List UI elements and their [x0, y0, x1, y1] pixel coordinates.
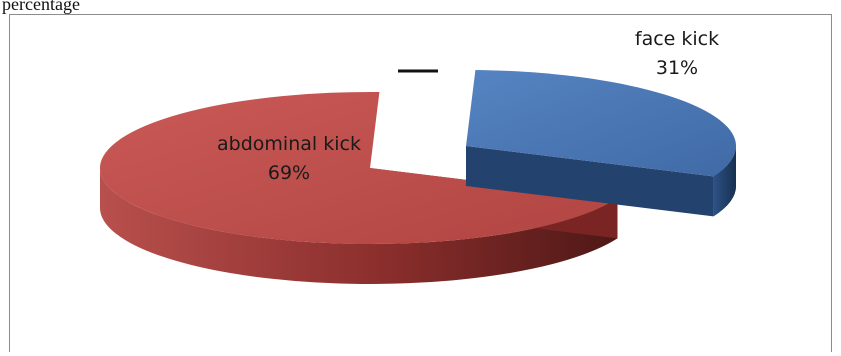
caption-text: percentage: [2, 0, 80, 14]
slice-label-face-kick: face kick: [635, 28, 719, 50]
slice-value-face-kick: 31%: [656, 57, 698, 79]
slice-value-abdominal-kick: 69%: [268, 162, 310, 184]
slice-side-abdominal-kick: [100, 168, 618, 284]
slice-cut-face-kick: [466, 146, 714, 217]
slice-side-face-kick-edge: [713, 146, 736, 217]
slice-top-face-kick: [466, 70, 736, 177]
slice-top-abdominal-kick: [99, 92, 618, 244]
slice-label-abdominal-kick: abdominal kick: [217, 133, 361, 155]
